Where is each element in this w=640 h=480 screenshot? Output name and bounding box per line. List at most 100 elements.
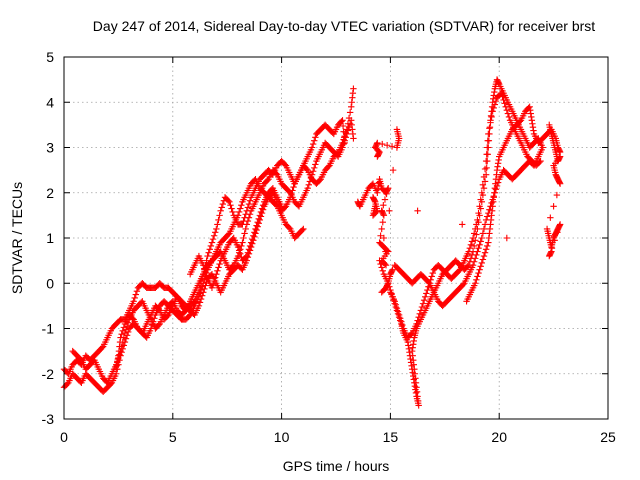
data-point-plus <box>481 249 489 256</box>
data-point-plus <box>228 205 235 212</box>
data-point-plus <box>64 380 71 388</box>
data-point-plus <box>237 205 244 212</box>
data-point-plus <box>484 144 491 151</box>
data-point-plus <box>256 212 264 219</box>
data-point-plus <box>484 137 491 144</box>
data-point-plus <box>215 264 222 271</box>
data-point-plus <box>498 90 505 97</box>
data-point-plus <box>272 170 280 177</box>
data-point-plus <box>422 293 429 301</box>
data-point-plus <box>380 201 387 209</box>
data-point-plus <box>164 312 171 320</box>
data-point-plus <box>304 185 311 192</box>
data-point-plus <box>487 119 494 126</box>
data-point-plus <box>203 257 210 264</box>
data-point-plus <box>133 287 141 295</box>
plot-frame <box>63 56 609 420</box>
data-point-plus <box>548 248 555 255</box>
data-point-plus <box>259 201 267 209</box>
data-point-plus <box>475 244 482 252</box>
data-point-plus <box>118 330 125 338</box>
data-point-plus <box>475 209 482 217</box>
data-point-plus <box>151 315 158 322</box>
data-point-plus <box>423 290 430 297</box>
data-point-plus <box>486 125 493 132</box>
data-point-plus <box>389 166 397 174</box>
data-point-plus <box>490 104 497 112</box>
data-point-plus <box>254 218 261 226</box>
data-point-plus <box>201 265 208 272</box>
data-point-plus <box>290 183 297 191</box>
data-point-plus <box>467 241 475 248</box>
data-point-plus <box>316 177 323 184</box>
data-point-plus <box>407 330 415 338</box>
data-point-plus <box>197 295 205 303</box>
data-point-plus <box>342 129 349 136</box>
data-point-plus <box>281 204 289 211</box>
data-point-plus <box>516 118 524 125</box>
data-point-plus <box>371 203 379 210</box>
data-point-plus <box>468 238 476 245</box>
data-point-plus <box>473 251 480 259</box>
data-point-plus <box>480 173 488 181</box>
series-sat-track-k <box>369 121 564 260</box>
data-point-plus <box>247 239 255 246</box>
data-point-plus <box>504 110 512 117</box>
data-point-plus <box>204 252 211 260</box>
data-point-plus <box>309 168 317 175</box>
data-point-plus <box>289 187 296 194</box>
data-point-plus <box>485 130 492 138</box>
data-point-plus <box>325 163 332 170</box>
data-point-plus <box>420 297 428 304</box>
data-point-plus <box>476 266 483 273</box>
data-point-plus <box>155 306 162 313</box>
data-point-plus <box>242 254 249 261</box>
data-point-plus <box>130 298 137 305</box>
data-point-plus <box>278 203 285 210</box>
data-point-plus <box>250 232 257 239</box>
x-tick-label: 20 <box>491 429 507 445</box>
data-point-plus <box>391 298 398 305</box>
data-point-plus <box>238 242 245 250</box>
data-point-plus <box>547 214 554 221</box>
data-point-plus <box>479 181 487 189</box>
data-points <box>60 76 564 409</box>
x-tick-labels: 0 5 10 15 20 25 <box>60 57 616 445</box>
data-point-plus <box>376 180 383 187</box>
data-point-plus <box>207 242 215 250</box>
data-point-plus <box>246 242 254 250</box>
data-point-plus <box>472 255 479 262</box>
data-point-plus <box>343 126 351 133</box>
data-point-plus <box>474 216 481 224</box>
data-point-plus <box>286 224 293 232</box>
data-point-plus <box>244 249 252 256</box>
data-point-plus <box>382 248 389 255</box>
data-point-plus <box>425 278 432 286</box>
data-point-plus <box>77 355 84 363</box>
data-point-plus <box>218 204 225 211</box>
data-point-plus <box>480 225 488 233</box>
y-tick-label: 4 <box>46 94 54 110</box>
data-point-plus <box>394 308 402 315</box>
data-point-plus <box>227 201 234 209</box>
data-point-plus <box>255 215 262 222</box>
data-point-plus <box>338 118 345 125</box>
data-point-plus <box>333 149 341 157</box>
y-tick-label: 2 <box>46 185 54 201</box>
y-tick-label: 3 <box>46 140 54 156</box>
data-point-plus <box>386 283 393 290</box>
data-point-plus <box>414 317 421 324</box>
data-point-plus <box>287 194 294 201</box>
x-tick-label: 0 <box>60 429 68 445</box>
series-sat-track-f <box>354 126 403 296</box>
data-point-plus <box>385 280 392 287</box>
data-point-plus <box>234 243 242 251</box>
data-point-plus <box>246 197 254 204</box>
series-sat-track-a <box>60 117 348 377</box>
data-point-plus <box>216 260 223 268</box>
data-point-plus <box>494 179 502 186</box>
data-point-plus <box>253 222 260 229</box>
data-point-plus <box>465 248 472 255</box>
data-point-plus <box>477 238 484 245</box>
x-tick-label: 5 <box>169 429 177 445</box>
